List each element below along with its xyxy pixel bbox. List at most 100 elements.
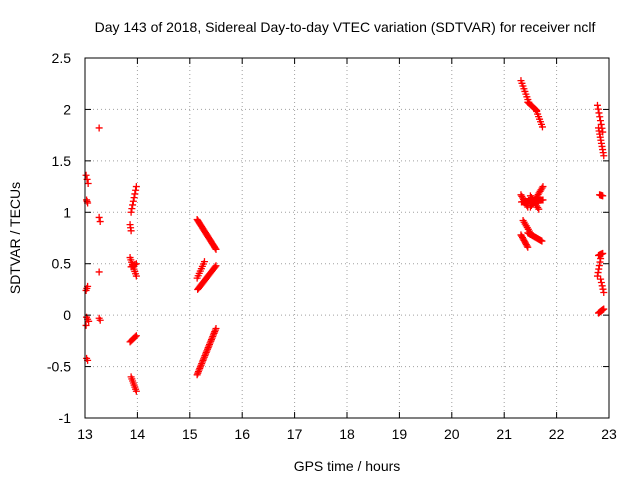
- data-point: [205, 342, 213, 350]
- x-tick-label: 19: [392, 426, 408, 442]
- data-point: [538, 237, 546, 245]
- data-point: [200, 355, 208, 363]
- data-point: [599, 249, 607, 257]
- data-point: [600, 289, 608, 297]
- data-point: [211, 263, 219, 271]
- data-point: [197, 361, 205, 369]
- data-point: [95, 124, 103, 132]
- data-point: [129, 201, 137, 209]
- data-point: [539, 196, 547, 204]
- data-point: [597, 278, 605, 286]
- data-point: [204, 344, 212, 352]
- data-point: [196, 363, 204, 371]
- x-axis-label: GPS time / hours: [294, 458, 401, 474]
- data-point: [209, 332, 217, 340]
- gridlines: [85, 58, 609, 418]
- data-point: [96, 218, 104, 226]
- data-point: [212, 245, 220, 253]
- data-point: [132, 186, 140, 194]
- data-point: [600, 305, 608, 313]
- y-tick-label: 2: [63, 101, 71, 117]
- data-point: [599, 285, 607, 293]
- data-point: [202, 350, 210, 358]
- data-point: [131, 333, 139, 341]
- data-point: [194, 369, 202, 377]
- data-point: [211, 244, 219, 252]
- data-point: [128, 205, 136, 213]
- data-point: [130, 194, 138, 202]
- x-tick-label: 17: [287, 426, 303, 442]
- data-point: [95, 268, 103, 276]
- data-point: [127, 208, 135, 216]
- data-point: [84, 179, 92, 187]
- y-axis-label: SDTVAR / TECUs: [7, 182, 23, 294]
- data-point: [132, 332, 140, 340]
- data-points: [82, 77, 608, 395]
- data-point: [203, 347, 211, 355]
- data-point: [132, 272, 140, 280]
- data-point: [205, 340, 213, 348]
- axis-ticks: 13 14 15 16 17 18 19 20 21 22 23 -1 -0.5 0 0.5 1 1.5 2 2.5: [47, 50, 617, 442]
- data-point: [132, 260, 140, 268]
- y-tick-label: 0.5: [52, 256, 72, 272]
- data-point: [132, 387, 140, 395]
- data-point: [593, 101, 601, 109]
- data-point: [194, 368, 202, 376]
- y-tick-label: 2.5: [52, 50, 72, 66]
- x-tick-label: 13: [77, 426, 93, 442]
- y-tick-label: -1: [59, 410, 72, 426]
- data-point: [210, 329, 218, 337]
- data-point: [597, 255, 605, 263]
- y-tick-label: 1.5: [52, 153, 72, 169]
- data-point: [539, 183, 547, 191]
- data-point: [198, 360, 206, 368]
- data-point: [212, 262, 220, 270]
- x-tick-label: 15: [182, 426, 198, 442]
- chart-title: Day 143 of 2018, Sidereal Day-to-day VTE…: [95, 19, 596, 35]
- data-point: [594, 105, 602, 113]
- data-point: [131, 190, 139, 198]
- data-point: [202, 348, 210, 356]
- x-tick-label: 23: [601, 426, 617, 442]
- data-point: [535, 205, 543, 213]
- data-point: [599, 192, 607, 200]
- data-point: [199, 356, 207, 364]
- y-tick-label: -0.5: [47, 359, 71, 375]
- data-point: [208, 334, 216, 342]
- data-point: [193, 371, 201, 379]
- data-point: [196, 364, 204, 372]
- data-point: [207, 336, 215, 344]
- data-point: [82, 171, 90, 179]
- data-point: [524, 243, 532, 251]
- data-point: [127, 227, 135, 235]
- data-point: [131, 260, 139, 268]
- data-point: [597, 275, 605, 283]
- x-tick-label: 22: [549, 426, 565, 442]
- data-point: [596, 113, 604, 121]
- data-point: [96, 316, 104, 324]
- data-point: [206, 339, 214, 347]
- x-tick-label: 16: [234, 426, 250, 442]
- x-tick-label: 14: [130, 426, 146, 442]
- data-point: [595, 109, 603, 117]
- x-tick-label: 18: [339, 426, 355, 442]
- data-point: [597, 120, 605, 128]
- data-point: [538, 123, 546, 131]
- data-point: [200, 258, 208, 266]
- x-tick-label: 20: [444, 426, 460, 442]
- data-point: [598, 282, 606, 290]
- data-point: [195, 366, 203, 374]
- x-tick-label: 21: [496, 426, 512, 442]
- data-point: [129, 197, 137, 205]
- y-tick-label: 0: [63, 307, 71, 323]
- data-point: [538, 184, 546, 192]
- data-point: [201, 352, 209, 360]
- data-point: [600, 152, 608, 160]
- data-point: [85, 317, 93, 325]
- data-point: [523, 242, 531, 250]
- data-point: [82, 321, 90, 329]
- data-point: [198, 358, 206, 366]
- data-point: [132, 183, 140, 191]
- data-point: [200, 353, 208, 361]
